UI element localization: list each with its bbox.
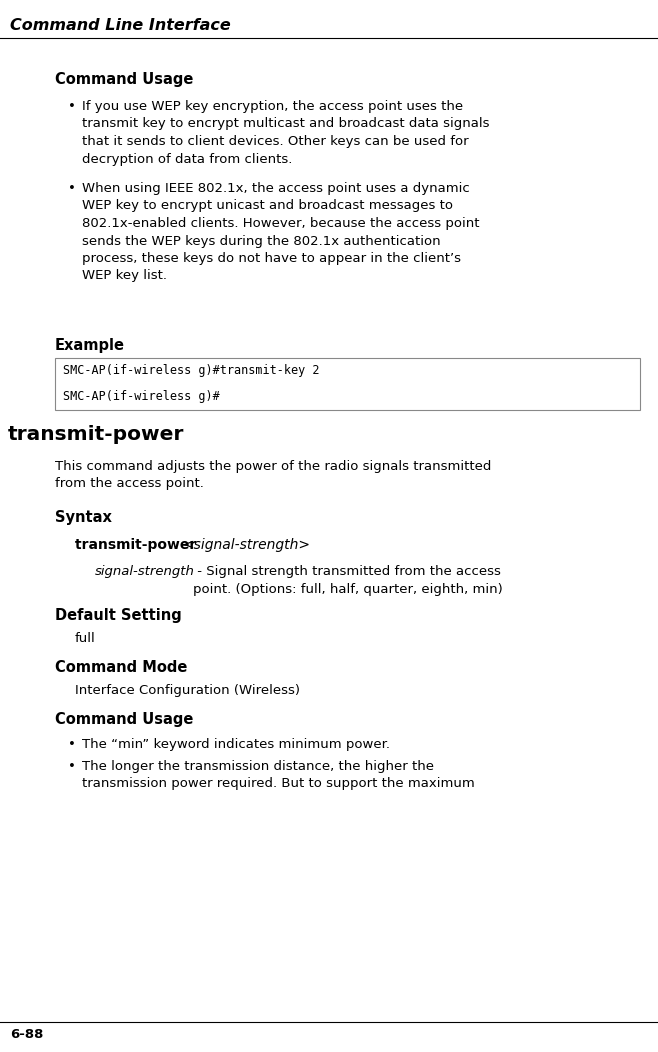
- Text: •: •: [68, 100, 76, 113]
- Text: The “min” keyword indicates minimum power.: The “min” keyword indicates minimum powe…: [82, 739, 390, 751]
- Text: signal-strength: signal-strength: [95, 565, 195, 578]
- Text: Command Mode: Command Mode: [55, 660, 188, 675]
- FancyBboxPatch shape: [55, 358, 640, 410]
- Text: This command adjusts the power of the radio signals transmitted
from the access : This command adjusts the power of the ra…: [55, 460, 492, 490]
- Text: The longer the transmission distance, the higher the
transmission power required: The longer the transmission distance, th…: [82, 760, 475, 790]
- Text: Example: Example: [55, 338, 125, 353]
- Text: Syntax: Syntax: [55, 510, 112, 525]
- Text: If you use WEP key encryption, the access point uses the
transmit key to encrypt: If you use WEP key encryption, the acces…: [82, 100, 490, 165]
- Text: •: •: [68, 182, 76, 195]
- Text: full: full: [75, 632, 96, 645]
- Text: transmit-power: transmit-power: [75, 538, 201, 552]
- Text: 6-88: 6-88: [10, 1028, 43, 1041]
- Text: Command Usage: Command Usage: [55, 72, 193, 87]
- Text: Default Setting: Default Setting: [55, 608, 182, 623]
- Text: SMC-AP(if-wireless g)#transmit-key 2: SMC-AP(if-wireless g)#transmit-key 2: [63, 364, 320, 377]
- Text: •: •: [68, 739, 76, 751]
- Text: <signal-strength>: <signal-strength>: [183, 538, 311, 552]
- Text: - Signal strength transmitted from the access
point. (Options: full, half, quart: - Signal strength transmitted from the a…: [193, 565, 503, 595]
- Text: Command Usage: Command Usage: [55, 712, 193, 727]
- Text: transmit-power: transmit-power: [8, 425, 184, 444]
- Text: Command Line Interface: Command Line Interface: [10, 18, 231, 33]
- Text: Interface Configuration (Wireless): Interface Configuration (Wireless): [75, 684, 300, 697]
- Text: When using IEEE 802.1x, the access point uses a dynamic
WEP key to encrypt unica: When using IEEE 802.1x, the access point…: [82, 182, 480, 283]
- Text: SMC-AP(if-wireless g)#: SMC-AP(if-wireless g)#: [63, 390, 220, 403]
- Text: •: •: [68, 760, 76, 773]
